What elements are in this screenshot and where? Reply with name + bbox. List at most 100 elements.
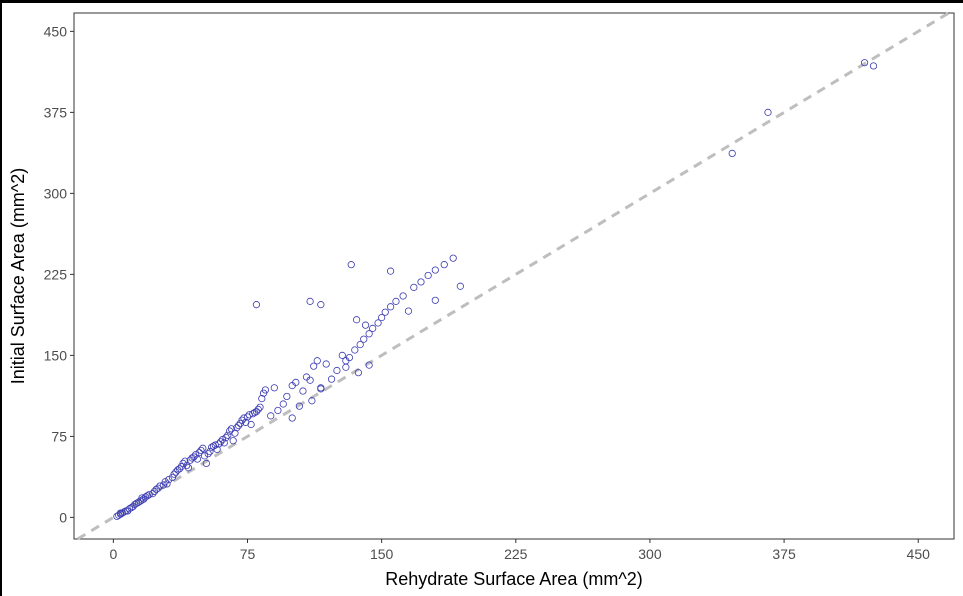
- data-point: [404, 307, 413, 315]
- data-point: [222, 433, 230, 442]
- data-point: [125, 505, 134, 513]
- data-point: [220, 439, 228, 447]
- data-point: [134, 498, 142, 506]
- data-point: [234, 421, 243, 430]
- data-point: [249, 410, 257, 418]
- y-axis-title: Initial Surface Area (mm^2): [8, 168, 28, 385]
- data-point: [120, 508, 128, 516]
- data-point: [163, 480, 171, 488]
- x-axis-title: Rehydrate Surface Area (mm^2): [385, 569, 643, 589]
- data-point: [224, 431, 232, 439]
- data-point: [333, 366, 341, 375]
- y-tick-label: 75: [51, 428, 67, 444]
- data-point: [342, 357, 350, 365]
- data-point: [115, 511, 123, 519]
- data-point: [183, 461, 191, 470]
- data-point: [351, 346, 359, 354]
- y-tick-label: 450: [44, 23, 68, 39]
- data-point: [431, 266, 439, 274]
- data-point: [165, 475, 173, 484]
- y-tick-label: 0: [59, 509, 67, 525]
- data-point: [292, 378, 300, 386]
- data-point: [170, 470, 178, 478]
- data-point: [360, 335, 368, 343]
- data-point: [338, 351, 346, 359]
- data-point: [195, 448, 203, 457]
- data-point: [133, 499, 141, 507]
- chart-figure: 0 75 150 225 300 375 450 0 75 150 225 300 375 450 Re…: [2, 3, 963, 596]
- data-point: [317, 301, 325, 309]
- data-point: [386, 303, 395, 311]
- data-point: [252, 301, 261, 309]
- data-point: [217, 438, 225, 446]
- x-tick-label: 0: [109, 546, 117, 562]
- data-point: [342, 363, 350, 371]
- plot-panel-border: [73, 12, 955, 540]
- data-point: [317, 384, 325, 392]
- data-point: [440, 261, 448, 269]
- data-point: [175, 465, 184, 473]
- data-point: [145, 491, 153, 499]
- data-point: [361, 321, 370, 329]
- data-point: [154, 484, 162, 492]
- data-point: [288, 414, 296, 422]
- data-point: [156, 482, 164, 490]
- data-point: [204, 450, 212, 458]
- data-point: [322, 360, 330, 368]
- data-point: [417, 278, 425, 286]
- data-point: [190, 453, 198, 461]
- data-point: [238, 416, 246, 424]
- data-point: [381, 308, 389, 316]
- data-point: [233, 424, 241, 432]
- data-point: [206, 447, 214, 456]
- data-point: [231, 429, 239, 437]
- data-point: [199, 444, 207, 452]
- data-point: [131, 500, 139, 509]
- data-point: [181, 457, 189, 465]
- data-point: [365, 330, 373, 338]
- data-point: [354, 369, 362, 377]
- data-point: [211, 441, 219, 449]
- data-point: [258, 394, 266, 403]
- data-point: [213, 445, 221, 453]
- data-point: [161, 478, 169, 486]
- x-tick-label: 450: [907, 546, 931, 562]
- data-point: [252, 407, 261, 416]
- x-tick-label: 75: [240, 546, 256, 562]
- data-point: [369, 324, 377, 332]
- reference-line-layer: [76, 11, 950, 541]
- data-point: [193, 455, 202, 463]
- data-point: [299, 387, 307, 395]
- y-axis: 0 75 150 225 300 375 450: [44, 23, 74, 525]
- x-tick-label: 225: [504, 546, 528, 562]
- data-point: [310, 362, 318, 370]
- data-point: [378, 313, 386, 322]
- data-point: [243, 413, 252, 421]
- identity-reference-line: [76, 11, 950, 541]
- data-point: [424, 271, 432, 280]
- y-tick-label: 225: [44, 266, 68, 282]
- data-point: [353, 316, 361, 324]
- data-point: [306, 297, 314, 305]
- data-point: [270, 384, 278, 392]
- data-point: [449, 254, 457, 262]
- data-point: [215, 440, 223, 448]
- data-point: [860, 59, 869, 67]
- data-point: [386, 267, 395, 275]
- data-point: [365, 361, 373, 369]
- points-layer: [113, 59, 878, 520]
- x-tick-label: 300: [638, 546, 662, 562]
- data-point: [399, 292, 407, 300]
- data-point: [149, 490, 157, 498]
- data-point: [227, 425, 235, 433]
- data-point: [728, 149, 736, 158]
- scatter-plot: 0 75 150 225 300 375 450 0 75 150 225 300 375 450 Re…: [8, 11, 955, 589]
- data-point: [295, 402, 303, 410]
- data-point: [256, 403, 264, 411]
- x-axis: 0 75 150 225 300 375 450: [109, 539, 930, 562]
- data-point: [200, 452, 209, 460]
- data-point: [431, 296, 439, 304]
- data-point: [306, 376, 314, 384]
- data-point: [240, 414, 248, 422]
- data-point: [279, 400, 287, 408]
